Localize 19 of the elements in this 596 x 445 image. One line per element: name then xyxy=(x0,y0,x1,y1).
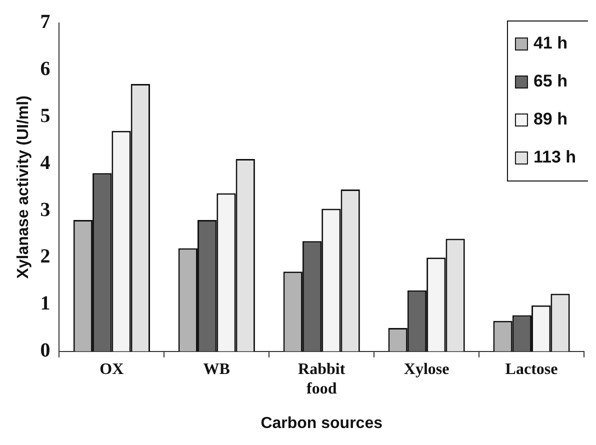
y-axis-title: Xylanase activity (UI/ml) xyxy=(15,96,32,279)
y-tick-label: 7 xyxy=(40,11,50,34)
legend-label: 65 h xyxy=(533,72,568,91)
x-tick-label: WB xyxy=(203,361,230,378)
x-tick-label: Lactose xyxy=(505,361,558,378)
legend-label: 41 h xyxy=(533,34,568,53)
x-tick-label: Rabbit food xyxy=(298,361,346,398)
y-tick-label: 2 xyxy=(40,246,50,268)
x-axis-title: Carbon sources xyxy=(260,414,383,432)
legend-label: 113 h xyxy=(533,148,576,167)
y-tick-label: 1 xyxy=(40,292,50,315)
y-tick-label: 3 xyxy=(40,198,50,221)
y-tick-label: 6 xyxy=(40,58,50,80)
x-tick-label: Xylose xyxy=(404,361,450,378)
legend-label: 89 h xyxy=(533,110,568,129)
y-tick-label: 4 xyxy=(40,152,50,174)
y-tick-label: 5 xyxy=(40,105,50,127)
x-tick-label: OX xyxy=(100,361,124,378)
y-tick-label: 0 xyxy=(40,340,50,362)
